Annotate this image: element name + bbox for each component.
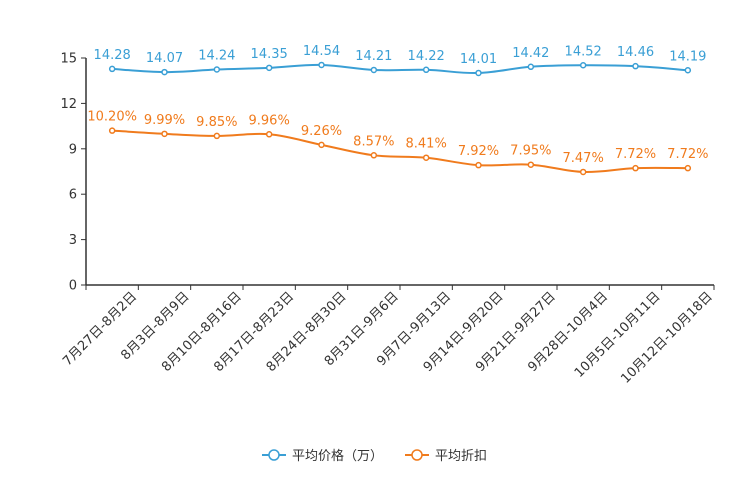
data-label: 8.41% <box>406 137 447 152</box>
series-layer: 14.28 14.07 14.24 14.35 14.54 14.21 14.22 14.01… <box>87 44 708 176</box>
data-label: 7.47% <box>563 151 604 166</box>
data-point[interactable] <box>632 164 639 172</box>
data-point[interactable] <box>213 132 221 140</box>
data-point[interactable] <box>161 130 168 138</box>
data-label: 10.20% <box>87 110 137 125</box>
data-point[interactable] <box>527 161 535 168</box>
data-label: 7.92% <box>458 144 499 159</box>
data-label: 14.24 <box>198 49 235 64</box>
legend-marker-icon <box>268 449 280 461</box>
data-point[interactable] <box>318 141 325 149</box>
axes-group: 036912157月27日-8月2日8月3日-8月9日8月10日-8月16日8月… <box>60 52 716 387</box>
y-tick-label: 9 <box>69 142 77 157</box>
data-label: 14.07 <box>146 51 183 66</box>
data-label: 14.28 <box>94 48 131 63</box>
series-2: 10.20% 9.99% 9.85% 9.96% 9.26% 8.57% 8.41% 7.92… <box>87 110 708 176</box>
data-label: 9.85% <box>196 115 237 130</box>
data-point[interactable] <box>684 164 692 172</box>
y-tick-label: 6 <box>69 188 77 203</box>
data-label: 14.01 <box>460 52 497 67</box>
data-point[interactable] <box>370 152 378 159</box>
series-line <box>112 129 688 173</box>
data-label: 14.35 <box>251 47 288 62</box>
data-point[interactable] <box>108 65 116 73</box>
legend[interactable]: 平均价格（万） 平均折扣 <box>262 448 487 464</box>
data-label: 14.19 <box>669 49 706 64</box>
data-label: 14.22 <box>408 49 445 64</box>
data-point[interactable] <box>370 66 378 74</box>
legend-marker-icon <box>411 449 423 461</box>
data-point[interactable] <box>422 66 430 74</box>
data-label: 9.96% <box>249 113 290 128</box>
data-label: 7.72% <box>667 147 708 162</box>
y-tick-label: 15 <box>60 52 77 67</box>
data-label: 14.46 <box>617 45 654 60</box>
data-point[interactable] <box>161 68 168 76</box>
y-tick-label: 12 <box>60 97 77 112</box>
data-point[interactable] <box>318 61 325 69</box>
series-line <box>112 63 688 75</box>
data-point[interactable] <box>108 127 116 134</box>
data-point[interactable] <box>475 161 482 169</box>
data-label: 14.54 <box>303 44 340 59</box>
y-tick-label: 0 <box>69 279 77 294</box>
data-label: 14.52 <box>565 44 602 59</box>
legend-label: 平均价格（万） <box>292 448 383 464</box>
data-point[interactable] <box>632 62 639 70</box>
data-label: 7.72% <box>615 147 656 162</box>
data-point[interactable] <box>527 63 535 71</box>
data-label: 8.57% <box>353 134 394 149</box>
legend-item-1[interactable]: 平均价格（万） <box>262 448 383 464</box>
data-point[interactable] <box>475 69 482 77</box>
legend-item-2[interactable]: 平均折扣 <box>405 449 487 464</box>
data-point[interactable] <box>579 168 587 176</box>
x-tick-label: 10月12日-10月18日 <box>618 289 715 386</box>
data-label: 7.95% <box>510 144 551 159</box>
data-point[interactable] <box>684 67 692 74</box>
series-1: 14.28 14.07 14.24 14.35 14.54 14.21 14.22 14.01… <box>94 44 706 77</box>
data-label: 14.42 <box>512 46 549 61</box>
data-point[interactable] <box>213 66 221 73</box>
data-label: 9.99% <box>144 113 185 128</box>
data-point[interactable] <box>579 62 587 69</box>
legend-label: 平均折扣 <box>435 449 487 464</box>
data-point[interactable] <box>265 131 273 138</box>
data-point[interactable] <box>422 154 430 161</box>
y-tick-label: 3 <box>69 233 77 248</box>
data-label: 14.21 <box>355 49 392 64</box>
data-point[interactable] <box>265 64 273 72</box>
data-label: 9.26% <box>301 124 342 139</box>
